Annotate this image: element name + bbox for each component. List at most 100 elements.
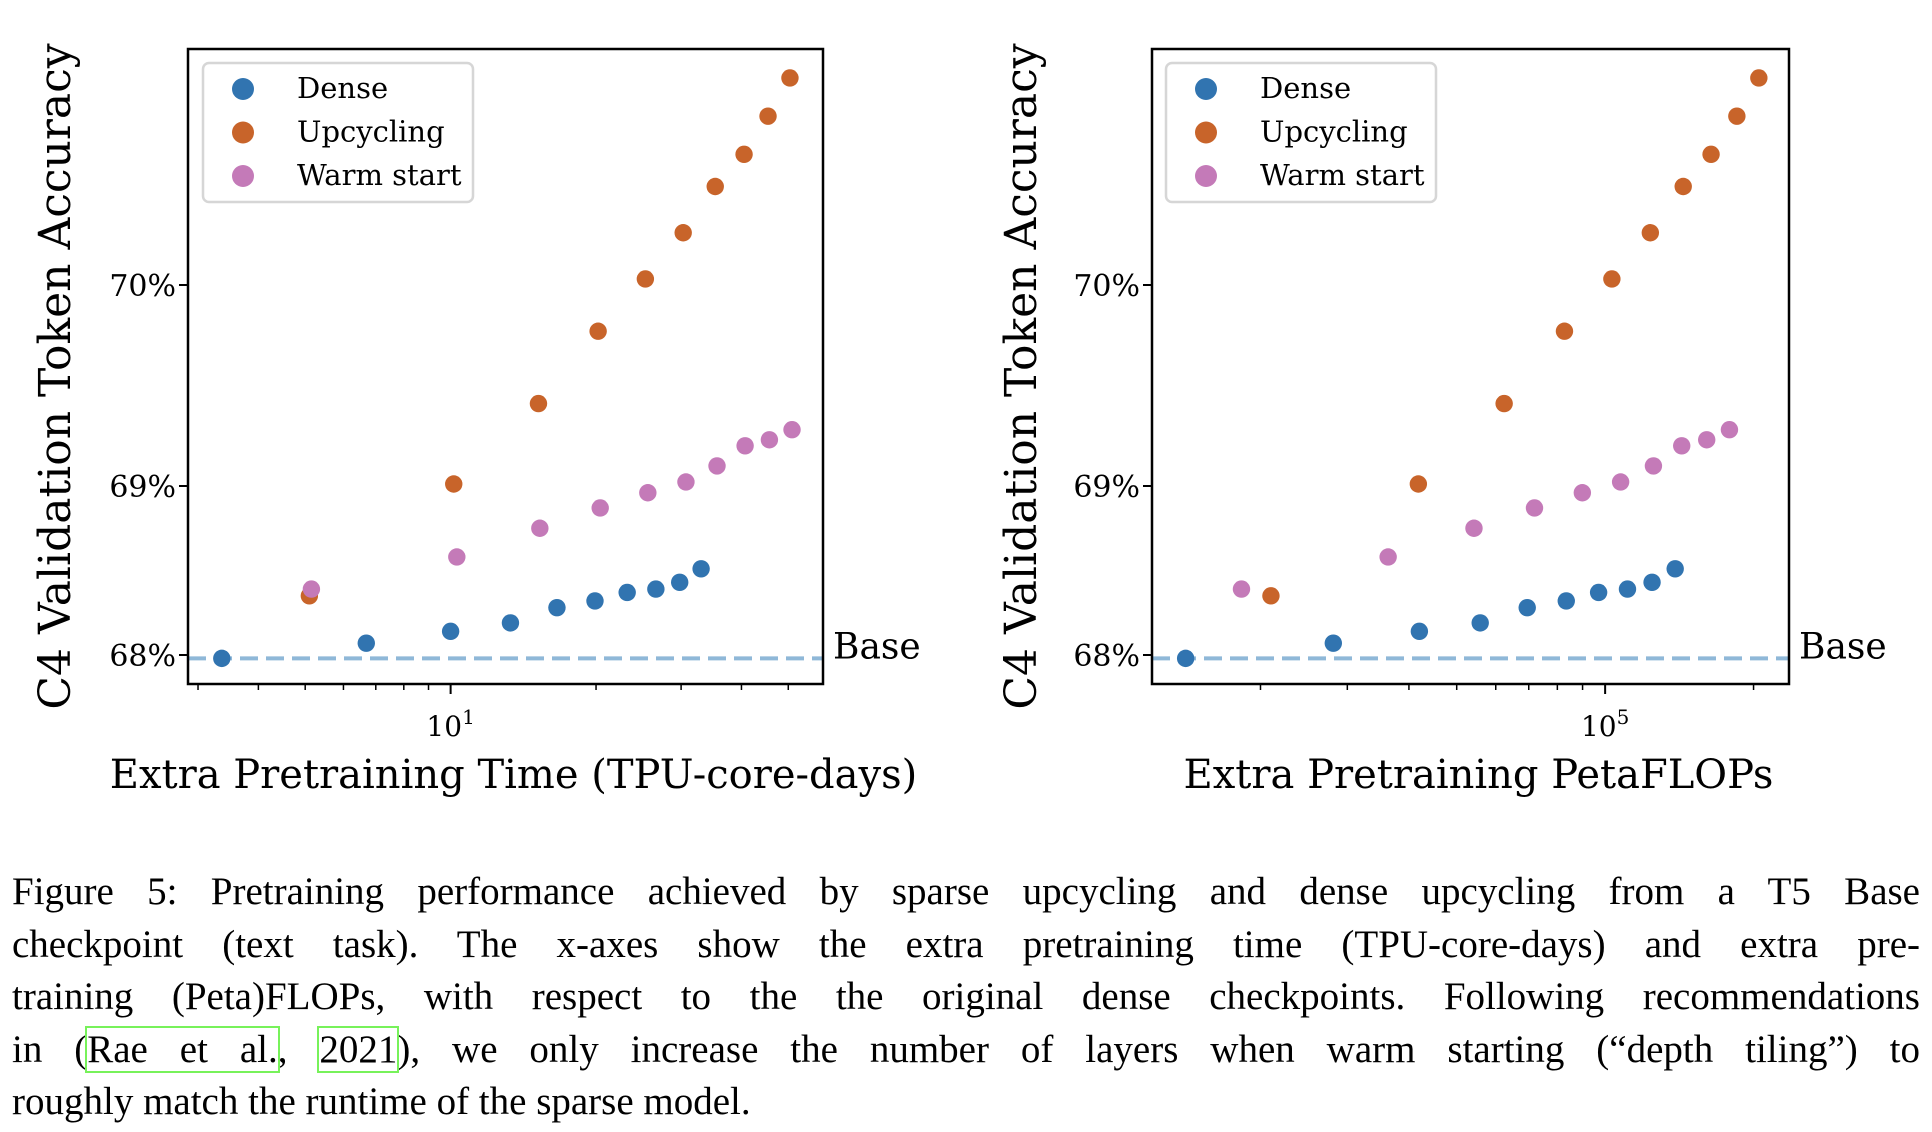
data-point-warm-start (1465, 519, 1483, 537)
data-point-upcycling (529, 394, 548, 413)
data-point-dense (692, 560, 710, 578)
data-point-upcycling (674, 224, 692, 242)
legend-marker-upcycling (1195, 121, 1217, 144)
y-tick-label: 68% (109, 639, 176, 674)
y-tick-label: 70% (1073, 269, 1140, 304)
data-point-upcycling (1674, 177, 1692, 196)
data-point-upcycling (636, 270, 655, 288)
data-point-dense (1666, 560, 1684, 578)
legend-label: Upcycling (297, 115, 445, 149)
legend: Dense Upcycling Warm start (1164, 61, 1438, 204)
legend: Dense Upcycling Warm start (201, 61, 475, 204)
data-point-dense (1618, 580, 1637, 598)
data-point-dense (1410, 622, 1429, 641)
data-point-dense (357, 634, 375, 652)
y-axis-label: C4 Validation Token Accuracy (996, 43, 1047, 709)
chart-panel-1: Base 68% 69% 70% 101 Extra Pretraining Time (… (30, 43, 921, 798)
citation-link-author[interactable]: Rae et al. (85, 1025, 280, 1073)
data-point-dense (441, 622, 460, 641)
legend-label: Dense (1260, 71, 1351, 105)
data-point-warm-start (531, 519, 549, 537)
data-point-upcycling (781, 69, 799, 87)
data-point-upcycling (1603, 270, 1621, 288)
data-point-dense (1176, 649, 1195, 668)
data-point-warm-start (1573, 484, 1592, 502)
data-point-warm-start (760, 431, 779, 449)
legend-marker-warm-start (1195, 165, 1217, 187)
x-tick-exponent: 5 (1617, 705, 1630, 729)
data-point-warm-start (639, 484, 657, 502)
legend-marker-warm-start (232, 165, 254, 187)
data-point-dense (647, 580, 665, 598)
data-point-warm-start (1673, 437, 1691, 455)
data-point-dense (213, 649, 231, 668)
data-point-warm-start (591, 499, 609, 517)
baseline-label: Base (1799, 626, 1887, 667)
data-point-warm-start (708, 457, 726, 475)
data-point-warm-start (736, 437, 754, 455)
data-point-dense (671, 573, 689, 592)
data-point-upcycling (1495, 394, 1513, 413)
data-point-warm-start (1379, 548, 1397, 566)
data-point-dense (1589, 583, 1608, 602)
legend-marker-upcycling (232, 121, 254, 144)
data-point-dense (586, 592, 604, 610)
caption-text: in ( (12, 1027, 88, 1071)
data-point-dense (548, 598, 566, 617)
data-point-upcycling (1409, 475, 1428, 493)
data-point-upcycling (706, 177, 724, 196)
y-tick-label: 68% (1073, 639, 1140, 674)
caption-text: , (277, 1027, 320, 1071)
legend-label: Upcycling (1260, 115, 1408, 149)
legend-label: Warm start (1260, 158, 1425, 192)
data-point-upcycling (1641, 224, 1660, 242)
x-tick-label: 101 (426, 705, 474, 743)
data-point-warm-start (1611, 473, 1630, 491)
data-point-dense (501, 614, 520, 632)
data-point-upcycling (445, 475, 463, 493)
citation-link-year[interactable]: 2021 (317, 1025, 400, 1073)
legend-marker-dense (1195, 78, 1217, 100)
data-point-upcycling (589, 322, 607, 340)
data-point-warm-start (783, 421, 801, 439)
data-point-warm-start (677, 473, 695, 491)
data-point-dense (1518, 598, 1536, 617)
y-tick-label: 70% (109, 269, 176, 304)
x-axis-label: Extra Pretraining PetaFLOPs (1184, 752, 1774, 798)
baseline-label: Base (833, 626, 921, 667)
data-point-dense (1471, 614, 1489, 632)
data-point-warm-start (1525, 499, 1544, 517)
legend-frame (201, 61, 475, 204)
data-point-upcycling (735, 145, 753, 164)
data-point-warm-start (1644, 457, 1663, 475)
x-tick-exponent: 1 (462, 705, 475, 729)
data-point-upcycling (1702, 145, 1720, 164)
y-tick-label: 69% (1073, 470, 1140, 505)
data-point-upcycling (1262, 587, 1280, 605)
caption-line: in (Rae et al., 2021), we only increase … (12, 1024, 1920, 1077)
x-tick-base: 10 (1581, 710, 1617, 743)
data-point-dense (1643, 573, 1661, 592)
data-point-warm-start (302, 580, 321, 598)
data-point-warm-start (1698, 431, 1716, 449)
caption-line: checkpoint (text task). The x-axes show … (12, 922, 1920, 966)
y-axis-label: C4 Validation Token Accuracy (30, 43, 81, 709)
data-point-dense (1324, 634, 1343, 652)
x-axis-label: Extra Pretraining Time (TPU-core-days) (110, 752, 917, 798)
data-point-upcycling (1750, 69, 1768, 87)
data-point-upcycling (1555, 322, 1574, 340)
data-point-dense (1557, 592, 1575, 610)
caption-line: training (Peta)FLOPs, with respect to th… (12, 975, 1920, 1018)
legend-frame (1164, 61, 1438, 204)
data-point-warm-start (1720, 421, 1739, 439)
figure-caption: Figure 5: Pretraining performance achiev… (12, 866, 1920, 1129)
chart-panel-2: Base 68% 69% 70% 105 Extra Pretraining PetaFL… (996, 43, 1887, 798)
data-point-warm-start (448, 548, 466, 566)
x-tick-base: 10 (426, 710, 462, 743)
legend-label: Dense (297, 71, 388, 105)
data-point-upcycling (759, 107, 777, 125)
caption-line: roughly match the runtime of the sparse … (12, 1080, 751, 1123)
axes-frame (1150, 47, 1791, 686)
data-point-warm-start (1232, 580, 1251, 598)
